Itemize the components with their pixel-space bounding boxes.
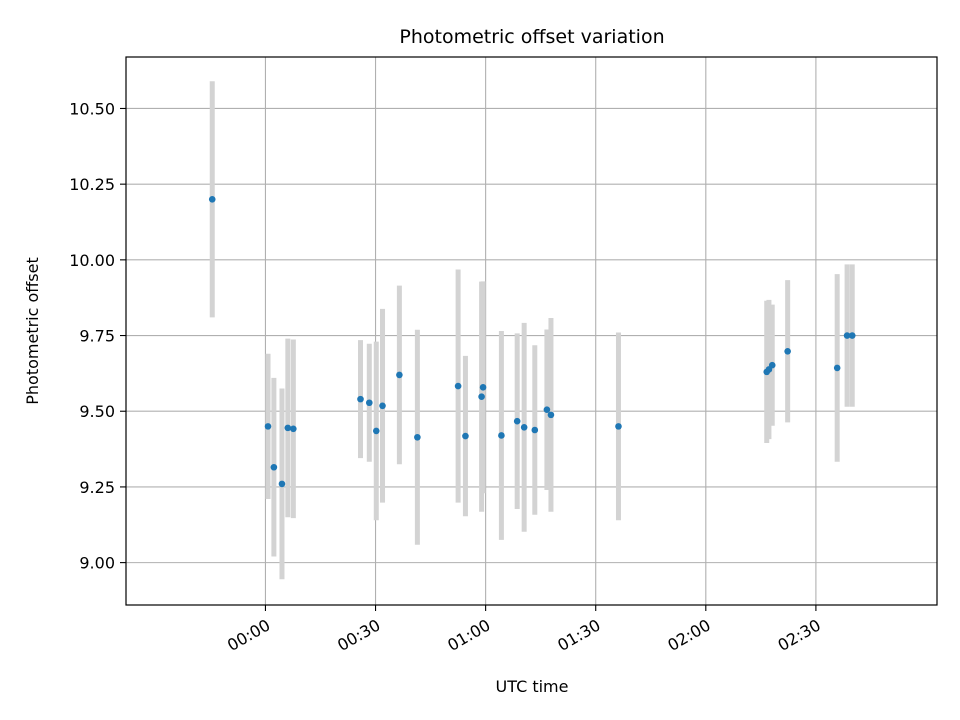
data-point [208, 195, 216, 203]
y-tick-label: 9.50 [79, 402, 115, 421]
data-point [379, 402, 386, 410]
data-point [843, 332, 851, 339]
y-axis: 9.00 9.25 9.50 9.75 10.00 10.25 10.50 [69, 99, 126, 573]
y-tick-label: 10.00 [69, 251, 115, 270]
data-point [278, 480, 286, 488]
data-point [833, 364, 841, 372]
y-tick-label: 9.00 [79, 554, 115, 573]
data-point [520, 423, 528, 431]
data-point [615, 423, 622, 430]
data-point [543, 406, 551, 414]
data-point [372, 427, 380, 435]
data-points [208, 195, 856, 488]
data-point [498, 432, 505, 439]
data-point [414, 433, 421, 441]
data-point [479, 384, 487, 391]
data-point [848, 332, 856, 339]
data-point [784, 347, 791, 355]
data-point [270, 463, 278, 471]
data-point [290, 425, 297, 433]
data-point [531, 426, 539, 434]
data-point [547, 411, 555, 419]
chart-title: Photometric offset variation [399, 26, 664, 48]
data-point [366, 399, 373, 407]
data-point [284, 424, 292, 432]
data-point [513, 417, 521, 425]
data-point [478, 393, 485, 400]
grid [126, 57, 937, 605]
data-point [357, 395, 364, 403]
y-tick-label: 9.75 [79, 327, 115, 346]
y-tick-label: 10.25 [69, 175, 115, 194]
data-point [462, 432, 469, 440]
y-tick-label: 9.25 [79, 478, 115, 497]
y-tick-label: 10.50 [69, 99, 115, 118]
data-point [768, 361, 776, 369]
data-point [396, 371, 403, 379]
x-axis-title: UTC time [496, 677, 569, 696]
plot-frame [125, 56, 938, 606]
data-point [454, 382, 462, 390]
data-point [264, 423, 272, 430]
y-axis-title: Photometric offset [23, 257, 42, 405]
